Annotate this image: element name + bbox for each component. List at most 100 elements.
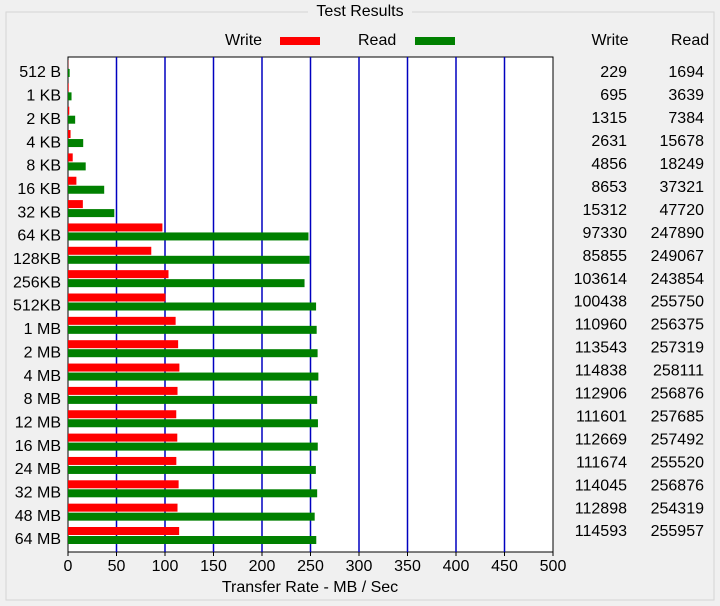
x-tick-label: 300 (346, 558, 373, 575)
legend-label: Read (358, 32, 396, 49)
table-cell: 111601 (576, 408, 627, 425)
y-tick-label: 128KB (13, 251, 61, 268)
table-cell: 257685 (651, 408, 704, 425)
table-cell: 7384 (668, 110, 704, 127)
bar (68, 302, 317, 311)
y-tick-label: 16 MB (15, 438, 61, 455)
x-tick-label: 250 (297, 558, 324, 575)
y-tick-label: 32 MB (15, 485, 61, 502)
table-cell: 229 (600, 64, 627, 81)
bar (68, 270, 169, 279)
bar (68, 293, 166, 302)
legend-label: Write (225, 32, 262, 49)
table-cell: 257319 (651, 340, 704, 357)
table-cell: 110960 (575, 317, 627, 334)
bar (68, 153, 73, 162)
table-header: Write (591, 32, 628, 49)
table-cell: 3639 (668, 87, 704, 104)
y-tick-label: 8 KB (26, 158, 61, 175)
table-cell: 114593 (575, 523, 627, 540)
x-tick-label: 450 (491, 558, 518, 575)
table-cell: 247890 (651, 225, 704, 242)
chart-title: Test Results (316, 3, 403, 20)
bar (68, 255, 310, 264)
bar (68, 512, 315, 521)
x-tick-label: 150 (200, 558, 227, 575)
bar (68, 372, 319, 381)
table-cell: 256876 (651, 477, 704, 494)
table-cell: 4856 (591, 156, 627, 173)
table-cell: 1694 (668, 64, 704, 81)
bar (68, 480, 179, 489)
bar (68, 489, 318, 498)
table-cell: 258111 (653, 363, 704, 380)
y-tick-label: 4 MB (24, 368, 61, 385)
y-tick-label: 48 MB (15, 508, 61, 525)
x-tick-label: 200 (249, 558, 276, 575)
x-tick-label: 350 (394, 558, 421, 575)
bar (68, 176, 77, 185)
y-tick-label: 1 MB (24, 321, 61, 338)
table-cell: 114045 (575, 477, 627, 494)
table-cell: 1315 (591, 110, 627, 127)
table-cell: 254319 (651, 500, 704, 517)
table-cell: 47720 (660, 202, 705, 219)
table-cell: 15678 (660, 133, 705, 150)
x-tick-label: 500 (540, 558, 567, 575)
bar (68, 162, 86, 171)
bar (68, 246, 152, 255)
x-tick-label: 100 (152, 558, 179, 575)
table-cell: 243854 (651, 271, 704, 288)
bar (68, 185, 105, 194)
y-tick-label: 64 KB (17, 228, 61, 245)
table-cell: 257492 (651, 431, 704, 448)
bar (68, 92, 72, 101)
table-cell: 37321 (660, 179, 705, 196)
table-cell: 255750 (651, 294, 704, 311)
bar (68, 527, 180, 535)
table-cell: 2631 (591, 133, 627, 150)
table-cell: 256375 (651, 317, 704, 334)
table-cell: 97330 (583, 225, 628, 242)
y-tick-label: 2 MB (24, 344, 61, 361)
table-cell: 255957 (651, 523, 704, 540)
bar (68, 279, 305, 288)
x-tick-label: 50 (108, 558, 126, 575)
table-cell: 113543 (575, 340, 627, 357)
bar (68, 83, 69, 92)
table-cell: 103614 (574, 271, 627, 288)
legend-swatch (415, 37, 455, 45)
table-cell: 8653 (591, 179, 627, 196)
table-header: Read (671, 32, 709, 49)
bar (68, 349, 318, 358)
bar (68, 419, 318, 428)
y-tick-label: 8 MB (24, 391, 61, 408)
y-tick-label: 2 KB (26, 111, 61, 128)
y-tick-label: 32 KB (17, 204, 61, 221)
table-cell: 112906 (575, 386, 627, 403)
table-cell: 112898 (575, 500, 627, 517)
table-cell: 249067 (651, 248, 704, 265)
bar (68, 410, 177, 419)
bar (68, 106, 70, 115)
bar (68, 465, 316, 474)
bar (68, 503, 178, 512)
bar (68, 209, 115, 218)
bar (68, 433, 178, 442)
y-tick-label: 4 KB (26, 134, 61, 151)
bar (68, 200, 83, 209)
table-cell: 695 (600, 87, 627, 104)
table-cell: 255520 (651, 454, 704, 471)
table-cell: 18249 (660, 156, 705, 173)
x-tick-label: 400 (443, 558, 470, 575)
bar (68, 139, 84, 148)
y-tick-label: 12 MB (15, 414, 61, 431)
bar (68, 325, 317, 334)
y-tick-label: 24 MB (15, 461, 61, 478)
y-tick-label: 16 KB (17, 181, 61, 198)
bar (68, 536, 317, 544)
bar (68, 456, 177, 465)
bar (68, 232, 309, 241)
